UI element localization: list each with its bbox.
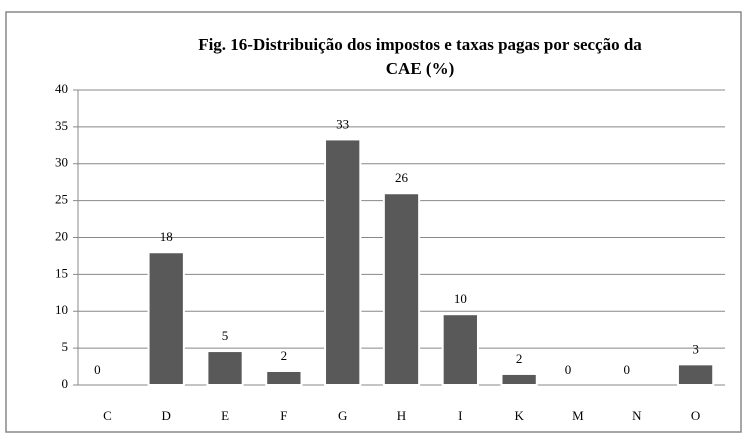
- data-label: 26: [395, 170, 409, 185]
- x-tick-label: I: [458, 408, 462, 423]
- y-tick-label: 10: [55, 302, 68, 317]
- x-tick-label: K: [514, 408, 524, 423]
- data-label: 18: [160, 229, 173, 244]
- y-tick-label: 20: [55, 228, 68, 243]
- data-label: 2: [516, 351, 523, 366]
- y-tick-label: 0: [62, 376, 69, 391]
- y-tick-label: 25: [55, 192, 68, 207]
- x-tick-label: F: [280, 408, 287, 423]
- data-label: 0: [624, 362, 631, 377]
- x-tick-label: D: [162, 408, 171, 423]
- x-tick-label: H: [397, 408, 406, 423]
- chart-frame: [5, 11, 742, 433]
- data-label: 5: [222, 328, 229, 343]
- bar: [500, 372, 538, 386]
- chart-title: Fig. 16-Distribuição dos impostos e taxa…: [198, 35, 642, 54]
- data-label: 2: [281, 348, 288, 363]
- bar: [324, 138, 362, 386]
- data-label: 0: [565, 362, 572, 377]
- x-tick-label: E: [221, 408, 229, 423]
- bar: [382, 192, 421, 386]
- y-tick-label: 30: [55, 155, 68, 170]
- y-tick-label: 15: [55, 265, 68, 280]
- x-tick-label: O: [691, 408, 700, 423]
- data-label: 0: [94, 362, 101, 377]
- bar: [676, 363, 715, 387]
- bar: [441, 313, 479, 387]
- chart-title: CAE (%): [386, 59, 454, 78]
- data-label: 10: [454, 291, 467, 306]
- x-tick-label: G: [338, 408, 347, 423]
- bar: [147, 251, 185, 386]
- y-tick-label: 40: [55, 81, 68, 96]
- data-label: 33: [336, 116, 349, 131]
- x-tick-label: M: [572, 408, 584, 423]
- bar: [206, 350, 244, 387]
- bar: [265, 369, 303, 386]
- y-tick-label: 35: [55, 118, 68, 133]
- data-label: 3: [692, 341, 699, 356]
- x-tick-label: C: [103, 408, 112, 423]
- y-tick-label: 5: [62, 339, 69, 354]
- x-tick-label: N: [632, 408, 642, 423]
